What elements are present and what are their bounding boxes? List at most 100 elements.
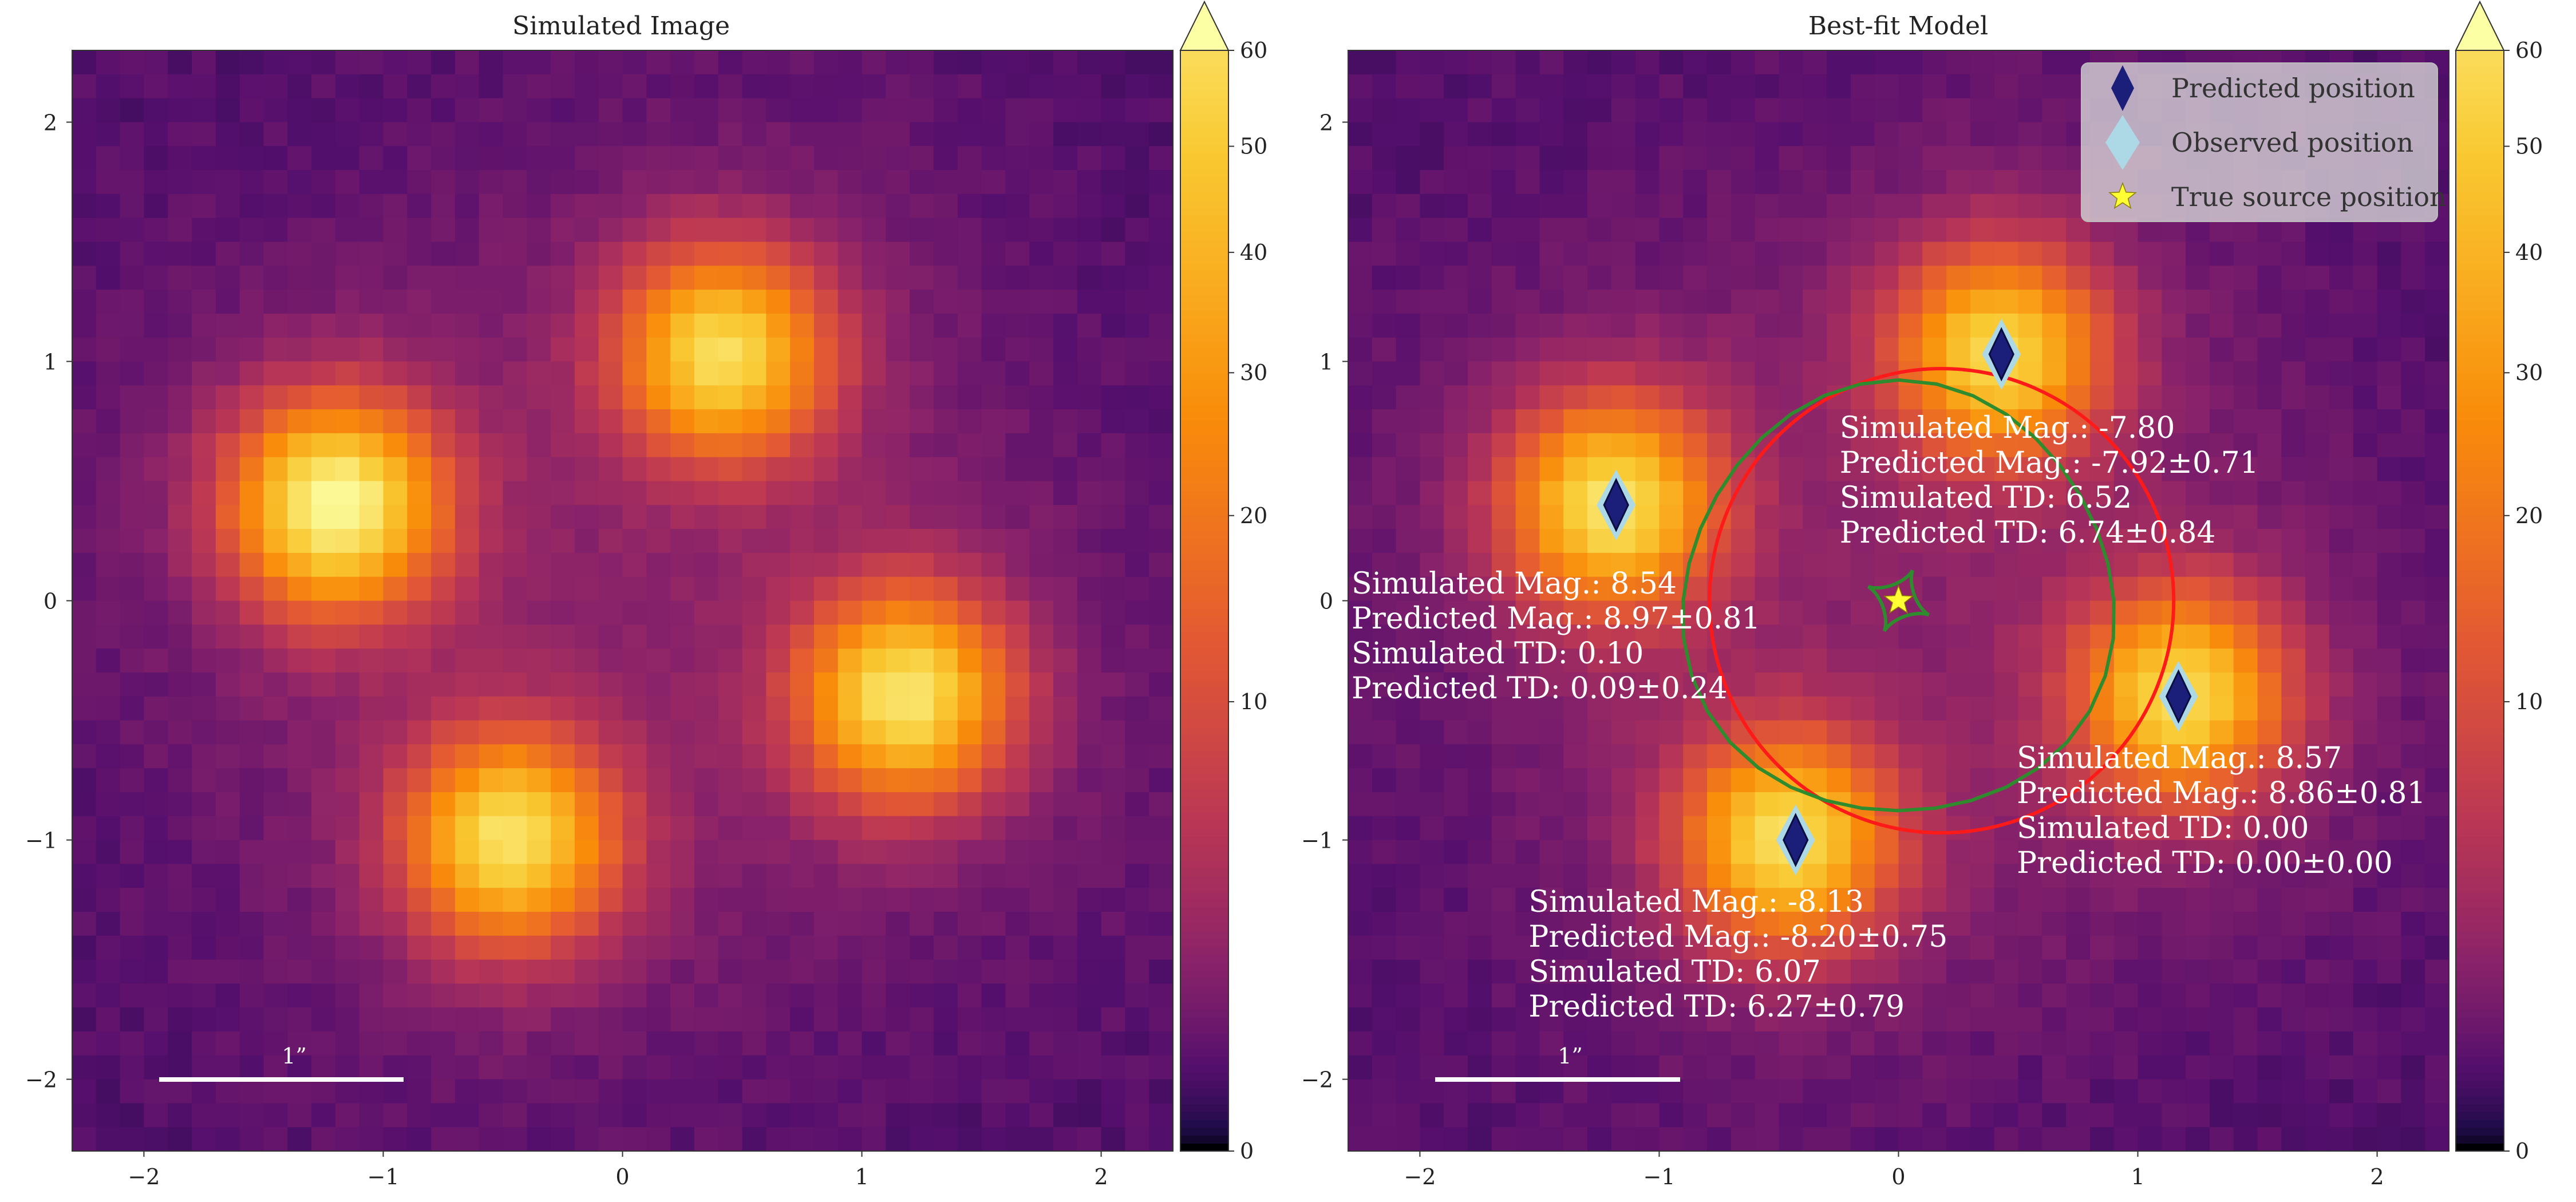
heatmap-pixel [1563, 935, 1588, 960]
heatmap-pixel [2209, 816, 2234, 841]
heatmap-pixel [2353, 266, 2378, 290]
heatmap-pixel [1005, 50, 1030, 75]
heatmap-pixel [2042, 864, 2067, 888]
heatmap-pixel [2281, 888, 2306, 912]
heatmap-pixel [383, 864, 408, 888]
heatmap-pixel [574, 600, 599, 626]
heatmap-pixel [287, 911, 312, 936]
heatmap-pixel [359, 649, 384, 673]
heatmap-pixel [1803, 624, 1827, 649]
colorbar-segment [1180, 529, 1228, 539]
heatmap-pixel [335, 50, 360, 75]
heatmap-pixel [1372, 529, 1397, 553]
heatmap-pixel [1850, 983, 1875, 1008]
heatmap-pixel [1077, 768, 1102, 793]
heatmap-pixel [1707, 792, 1732, 817]
heatmap-pixel [670, 911, 695, 936]
colorbar-tick-label: 40 [1240, 240, 1267, 265]
heatmap-pixel [981, 672, 1006, 697]
colorbar-segment [2456, 640, 2504, 649]
heatmap-pixel [1755, 1007, 1780, 1032]
heatmap-pixel [622, 433, 647, 458]
heatmap-pixel [813, 624, 839, 649]
heatmap-pixel [2042, 983, 2067, 1008]
heatmap-pixel [1850, 242, 1875, 267]
heatmap-pixel [862, 983, 887, 1008]
heatmap-pixel [910, 911, 934, 936]
heatmap-pixel [1922, 193, 1947, 219]
heatmap-pixel [2281, 768, 2306, 793]
heatmap-pixel [1946, 481, 1971, 506]
heatmap-pixel [1683, 170, 1708, 195]
heatmap-pixel [2281, 696, 2306, 721]
heatmap-pixel [527, 792, 551, 817]
heatmap-pixel [1922, 576, 1947, 602]
heatmap-pixel [2377, 337, 2402, 362]
heatmap-pixel [1898, 433, 1923, 458]
heatmap-pixel [1444, 242, 1468, 267]
heatmap-pixel [646, 935, 671, 960]
colorbar-segment [1180, 750, 1228, 759]
heatmap-pixel [527, 576, 551, 602]
heatmap-pixel [1755, 170, 1780, 195]
heatmap-pixel [2377, 409, 2402, 434]
heatmap-pixel [2186, 840, 2210, 865]
heatmap-pixel [886, 1079, 910, 1104]
heatmap-pixel [455, 457, 480, 482]
heatmap-pixel [813, 409, 839, 434]
heatmap-pixel [192, 696, 216, 721]
heatmap-pixel [1611, 576, 1636, 602]
heatmap-pixel [1125, 266, 1149, 290]
heatmap-pixel [718, 864, 743, 888]
heatmap-pixel [862, 1031, 887, 1056]
heatmap-pixel [407, 337, 432, 362]
colorbar-segment [1180, 215, 1228, 224]
heatmap-pixel [2329, 840, 2354, 865]
y-tick-label: 0 [1319, 589, 1333, 614]
heatmap-pixel [1755, 98, 1780, 123]
heatmap-pixel [670, 218, 695, 243]
heatmap-pixel [862, 1079, 887, 1104]
heatmap-pixel [287, 792, 312, 817]
heatmap-pixel [96, 552, 121, 578]
heatmap-pixel [1468, 1103, 1492, 1128]
heatmap-pixel [1468, 744, 1492, 769]
colorbar-segment [2456, 742, 2504, 751]
heatmap-pixel [2138, 1127, 2163, 1152]
heatmap-pixel [957, 1007, 982, 1032]
heatmap-pixel [1659, 672, 1684, 697]
heatmap-pixel [646, 266, 671, 290]
heatmap-pixel [120, 649, 145, 673]
heatmap-pixel [1827, 170, 1851, 195]
heatmap-pixel [2329, 1055, 2354, 1080]
heatmap-pixel [383, 840, 408, 865]
heatmap-pixel [1563, 888, 1588, 912]
heatmap-pixel [359, 529, 384, 553]
heatmap-pixel [2425, 768, 2449, 793]
heatmap-pixel [359, 98, 384, 123]
heatmap-pixel [2162, 409, 2186, 434]
y-tick-label: 0 [44, 589, 57, 614]
heatmap-pixel [1396, 266, 1421, 290]
heatmap-pixel [813, 361, 839, 386]
heatmap-pixel [215, 768, 240, 793]
heatmap-pixel [1125, 385, 1149, 410]
heatmap-pixel [1755, 290, 1780, 314]
heatmap-pixel [215, 1079, 240, 1104]
heatmap-pixel [2329, 505, 2354, 529]
heatmap-pixel [1587, 696, 1612, 721]
heatmap-pixel [790, 50, 815, 75]
heatmap-pixel [168, 98, 192, 123]
heatmap-pixel [215, 720, 240, 745]
heatmap-pixel [718, 313, 743, 338]
colorbar-segment [1180, 813, 1228, 821]
heatmap-pixel [335, 576, 360, 602]
heatmap-pixel [263, 433, 289, 458]
heatmap-pixel [981, 457, 1006, 482]
heatmap-pixel [551, 146, 575, 171]
heatmap-pixel [1101, 1007, 1126, 1032]
heatmap-pixel [1994, 50, 2019, 75]
heatmap-pixel [2089, 242, 2115, 267]
heatmap-pixel [2281, 1127, 2306, 1152]
heatmap-pixel [1587, 98, 1612, 123]
